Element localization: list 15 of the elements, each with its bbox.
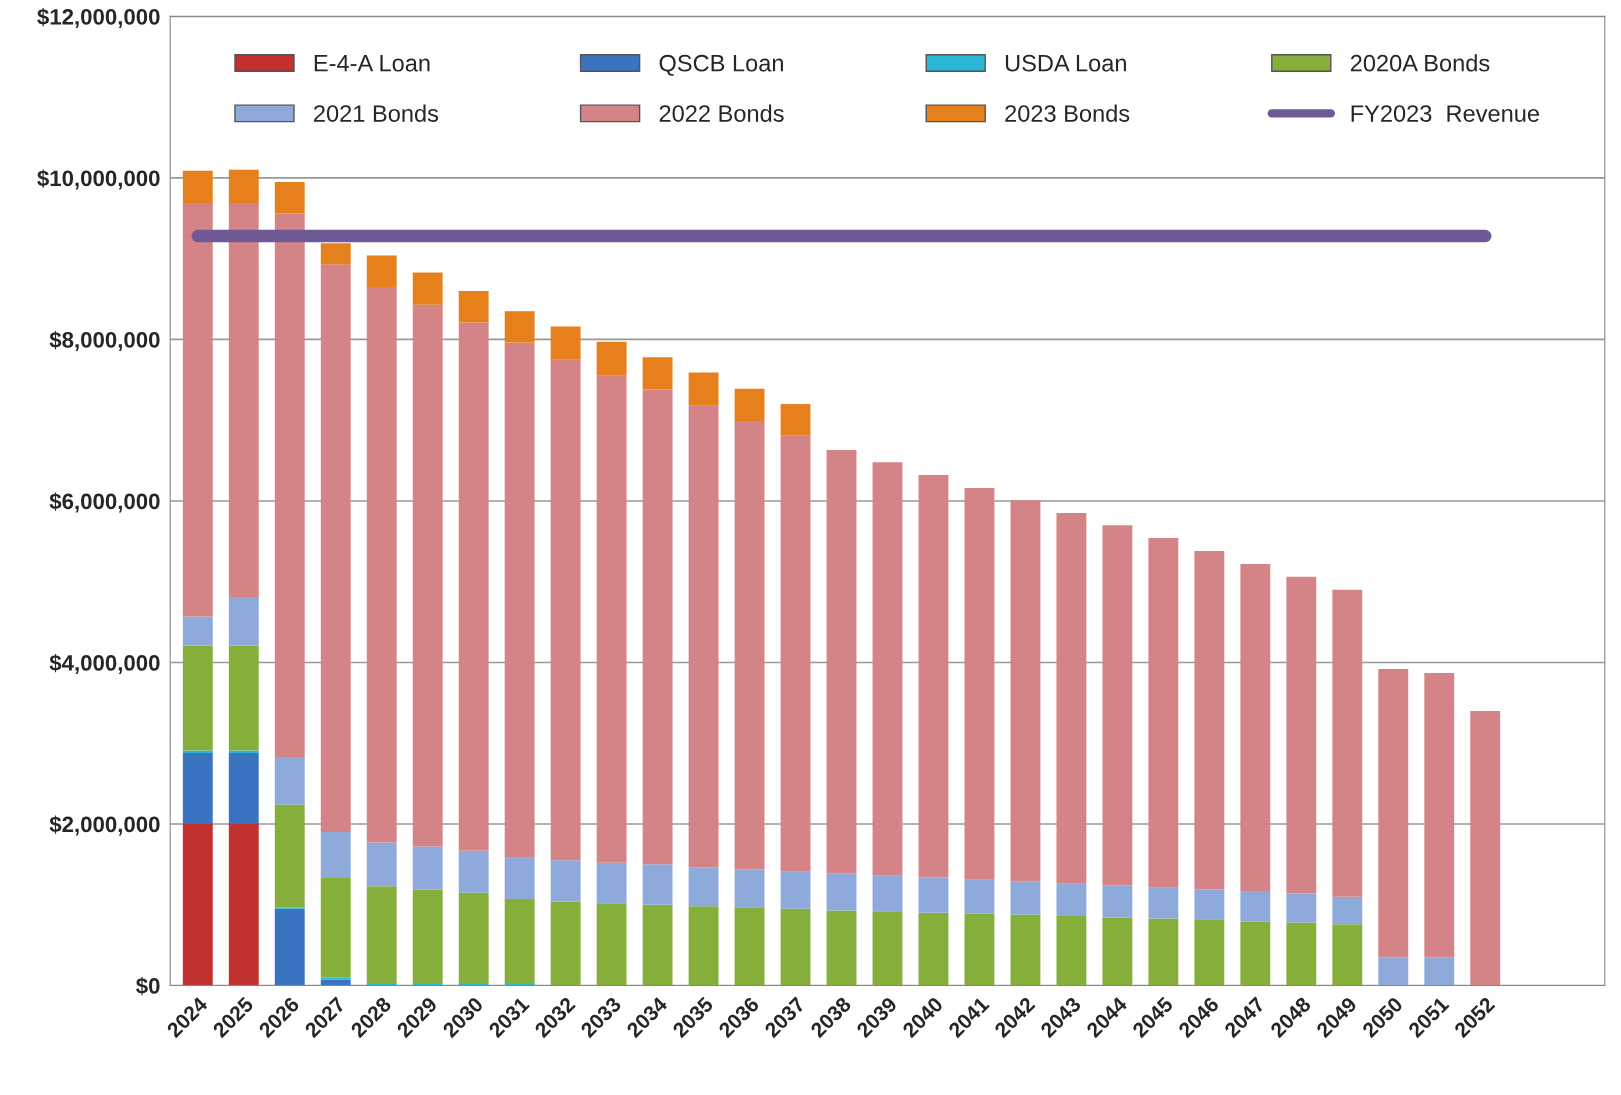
y-tick-label: $10,000,000 bbox=[37, 169, 160, 190]
y-tick-label: $4,000,000 bbox=[49, 654, 160, 674]
legend-label: 2022 Bonds bbox=[659, 104, 784, 122]
legend-label: 2023 Bonds bbox=[1005, 104, 1130, 122]
y-tick-label: $0 bbox=[136, 977, 160, 996]
y-tick-label: $8,000,000 bbox=[49, 331, 160, 351]
legend-label: USDA Loan bbox=[1005, 54, 1126, 72]
legend-label: 2021 Bonds bbox=[314, 104, 439, 122]
legend-label: FY2023 Revenue bbox=[1351, 105, 1539, 122]
y-tick-label: $2,000,000 bbox=[49, 815, 160, 836]
legend-label: QSCB Loan bbox=[659, 54, 783, 76]
y-tick-label: $6,000,000 bbox=[49, 492, 160, 513]
legend-label: 2020A Bonds bbox=[1350, 54, 1490, 72]
legend-label: E-4-A Loan bbox=[314, 55, 430, 72]
y-tick-label: $12,000,000 bbox=[37, 7, 160, 28]
